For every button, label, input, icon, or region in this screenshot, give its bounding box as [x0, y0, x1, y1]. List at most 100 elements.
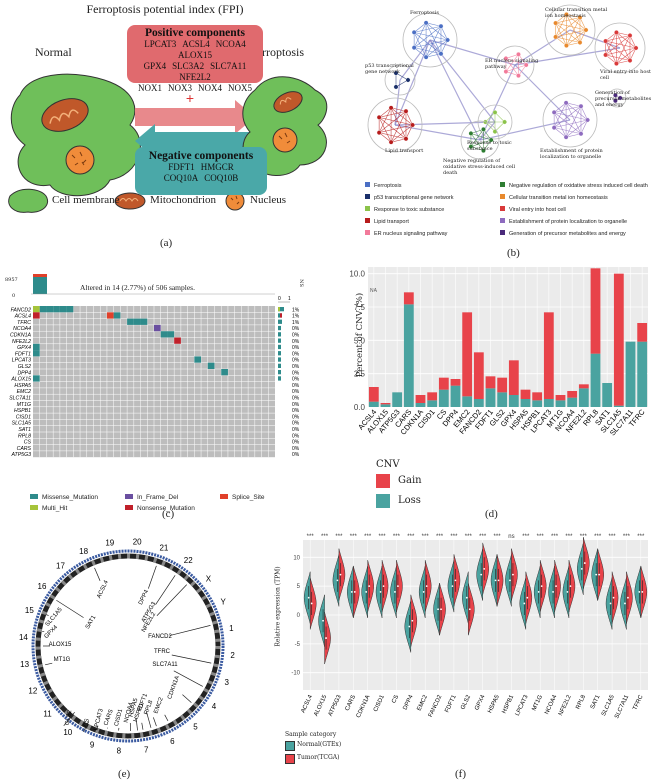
cluster-edge	[566, 29, 587, 46]
positive-header: Positive components	[145, 27, 245, 39]
circos-gene-label: CS	[83, 718, 90, 727]
legend-swatch	[365, 206, 370, 211]
cluster-edge	[580, 106, 588, 121]
mutation-cell	[33, 306, 40, 313]
network-node	[468, 144, 474, 149]
gene-label: ATP5G3	[10, 452, 31, 458]
cluster-edge	[553, 106, 582, 128]
cluster-edge	[426, 53, 442, 58]
violin-half	[568, 560, 576, 613]
circos-gene-label: FANCD2	[148, 634, 172, 640]
percent-label: 0%	[292, 421, 300, 427]
violin-median	[598, 573, 601, 576]
cluster-edge	[425, 22, 448, 41]
circos-gene-label: SLC7A11	[152, 662, 178, 668]
violin-legend-tumor-swatch	[285, 754, 295, 764]
cluster-edge	[378, 107, 392, 118]
network-edge	[429, 39, 516, 66]
circos-gene-label: EMC2	[153, 696, 165, 714]
network-node	[405, 77, 411, 83]
violin-half	[605, 577, 613, 630]
percent-label: 0%	[292, 377, 300, 383]
network-legend-item: ER nucleus signaling pathway	[365, 230, 447, 237]
violin-half	[525, 571, 533, 624]
legend-label: Response to toxic substance	[374, 207, 445, 213]
significance-label: ***	[465, 534, 473, 540]
network-node	[481, 126, 486, 132]
mutation-cell	[33, 375, 40, 382]
chromosome-label: 12	[28, 686, 37, 695]
x-tick-label: SAT1	[590, 694, 602, 710]
cluster-edge	[566, 133, 582, 138]
cnv-bar-chart: 0.02.55.07.510.0NAACSL4ALOX15ATP5G3CARSC…	[349, 267, 648, 437]
network-node	[563, 100, 569, 106]
bar-loss	[578, 388, 589, 407]
network-node	[393, 70, 399, 76]
circos-gene-label: GLS2	[65, 709, 74, 726]
gene-label: MT1G	[17, 402, 31, 408]
cluster-edge	[505, 58, 519, 76]
normal-label: Normal	[35, 45, 72, 59]
x-tick-label: FANCD2	[428, 694, 444, 719]
x-tick-label: ALOX15	[313, 694, 328, 718]
gene: SLC3A2	[172, 61, 205, 71]
gene-label: CDKN1A	[10, 333, 32, 339]
side-bar	[278, 363, 281, 368]
violin-half	[490, 554, 498, 607]
violin-half	[390, 565, 397, 618]
violin-half	[303, 571, 311, 624]
bar-gain	[543, 312, 554, 399]
mutation-cell	[127, 318, 134, 325]
violin-median	[353, 591, 356, 593]
cluster-edge	[378, 117, 392, 143]
violin-median	[325, 637, 327, 639]
gene-label: TFRC	[17, 320, 31, 326]
mutation-cell	[33, 312, 40, 319]
violin-half	[533, 565, 541, 618]
violin-half	[577, 542, 584, 595]
network-legend-item: p53 transcriptional gene network	[365, 194, 454, 201]
violin-half	[324, 612, 331, 665]
mutation-cell	[167, 331, 175, 338]
percent-label: 0%	[292, 345, 300, 351]
violin-half	[381, 560, 389, 613]
tmb-bar	[33, 274, 47, 294]
violin-median	[408, 625, 411, 628]
violin-median	[638, 591, 641, 593]
cluster-edge	[616, 32, 631, 61]
gene-label: CS	[24, 440, 32, 446]
network-edge	[479, 64, 516, 141]
cluster-outline	[367, 97, 423, 153]
cluster-edge	[378, 107, 392, 133]
violin-median	[595, 573, 598, 576]
violin-median	[425, 585, 428, 588]
gene-label: GPX4	[17, 345, 31, 351]
legend-swatch	[365, 218, 370, 223]
cluster-edge	[390, 107, 407, 139]
violin-median	[397, 585, 399, 588]
violin-half	[396, 560, 403, 613]
violin-half	[433, 583, 440, 636]
cluster-outline	[495, 45, 535, 85]
significance-label: ***	[494, 534, 502, 540]
significance-label: ***	[407, 534, 415, 540]
gene: FDFT1	[168, 162, 195, 172]
circos-leader-line	[155, 575, 176, 605]
side-bar	[278, 344, 281, 350]
violin-half	[338, 548, 346, 601]
mutation-cell	[53, 306, 60, 313]
legend-label: Missense_Mutation	[42, 494, 98, 501]
gene-label: NCOA4	[13, 326, 31, 332]
violin-median	[552, 591, 554, 593]
circos-leader-line	[173, 670, 203, 687]
mutation-cell	[140, 318, 148, 325]
percent-label: 0%	[292, 452, 300, 458]
cluster-edge	[414, 25, 442, 33]
x-tick-label: DPP4	[403, 694, 415, 711]
gene: NOX5	[228, 83, 252, 93]
network-node	[585, 117, 591, 123]
legend-swatch	[500, 218, 505, 223]
bar-loss	[532, 400, 543, 407]
side-bar	[278, 338, 281, 343]
